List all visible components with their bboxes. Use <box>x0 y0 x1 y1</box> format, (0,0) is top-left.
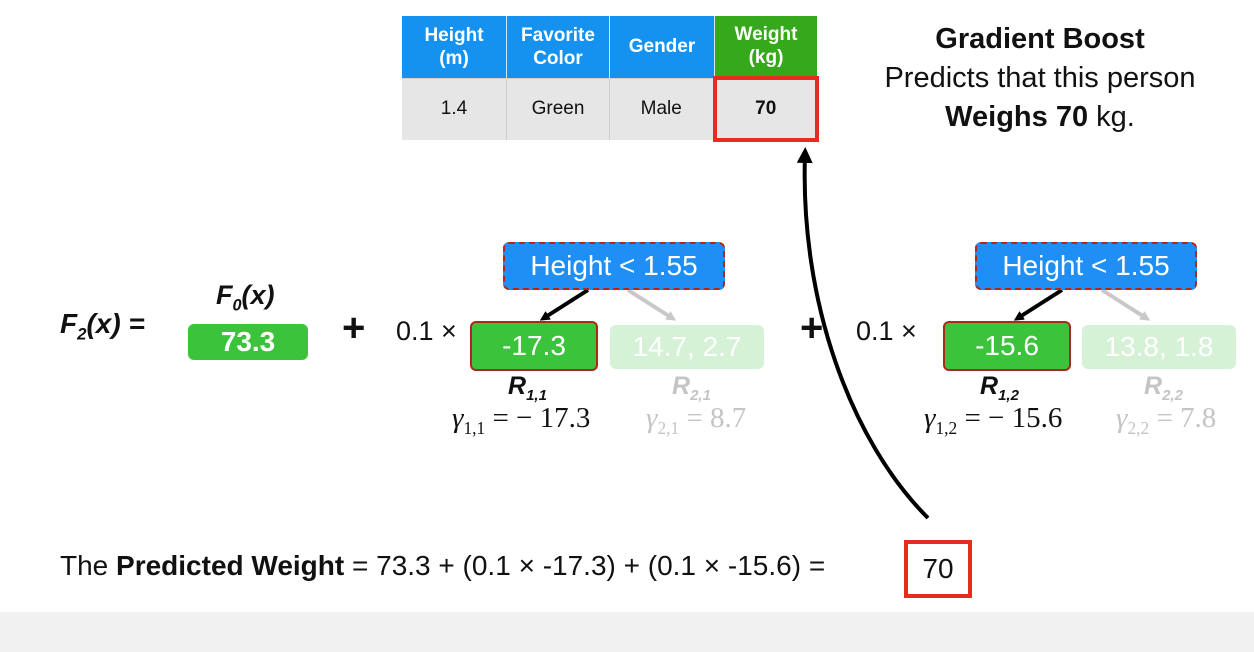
tree2-r-right-label: R2,2 <box>1144 372 1183 404</box>
tree2-gamma-left: γ1,2 = − 15.6 <box>924 402 1063 438</box>
tree1-leaf-right: 14.7, 2.7 <box>610 325 764 369</box>
table-header-row: Height (m) Favorite Color Gender Weight … <box>402 16 817 78</box>
prediction-equation: The Predicted Weight = 73.3 + (0.1 × -17… <box>60 550 826 581</box>
cell-height: 1.4 <box>402 77 507 140</box>
tree2-right-arrow <box>1100 288 1151 321</box>
tree2-leaf-right: 13.8, 1.8 <box>1082 325 1236 369</box>
data-table: Height (m) Favorite Color Gender Weight … <box>402 16 819 142</box>
header-weight: Weight (kg) <box>714 16 817 78</box>
cell-gender: Male <box>609 77 715 140</box>
tree2-left-arrow <box>1013 288 1064 321</box>
tree1-left-arrow <box>539 288 590 321</box>
tree1-gamma-right: γ2,1 = 8.7 <box>646 402 747 438</box>
tree2-r-left-label: R1,2 <box>980 372 1019 404</box>
plus-sign-2: + <box>800 306 824 350</box>
header-height: Height (m) <box>402 16 507 78</box>
f2-label: F2(x) = <box>60 308 145 344</box>
learning-rate-2: 0.1 × <box>856 316 917 346</box>
tree1-r-left-label: R1,1 <box>508 372 547 404</box>
tree1-r-right-label: R2,1 <box>672 372 711 404</box>
tree1-gamma-left: γ1,1 = − 17.3 <box>452 402 591 438</box>
prediction-summary: Gradient Boost Predicts that this person… <box>840 20 1240 137</box>
tree2-split-node: Height < 1.55 <box>975 242 1197 290</box>
summary-line3: Weighs 70 kg. <box>945 101 1135 133</box>
cell-favorite-color: Green <box>506 77 610 140</box>
prediction-result-box: 70 <box>904 540 972 598</box>
table-row: 1.4 Green Male 70 <box>402 76 819 142</box>
result-to-table-arrow <box>796 147 930 520</box>
header-favorite-color: Favorite Color <box>506 16 610 78</box>
tree1-leaf-left: -17.3 <box>470 321 598 371</box>
tree2-leaf-left: -15.6 <box>943 321 1071 371</box>
tree1-split-node: Height < 1.55 <box>503 242 725 290</box>
plus-sign-1: + <box>342 306 366 350</box>
tree1-right-arrow <box>626 288 677 321</box>
f0-value-box: 73.3 <box>188 324 308 360</box>
tree2-gamma-right: γ2,2 = 7.8 <box>1116 402 1217 438</box>
learning-rate-1: 0.1 × <box>396 316 457 346</box>
bottom-bar <box>0 612 1254 652</box>
summary-line2: Predicts that this person <box>884 62 1196 94</box>
summary-title: Gradient Boost <box>935 23 1145 55</box>
header-gender: Gender <box>609 16 715 78</box>
f0-label: F0(x) <box>216 280 275 315</box>
cell-weight-highlighted: 70 <box>712 76 819 142</box>
